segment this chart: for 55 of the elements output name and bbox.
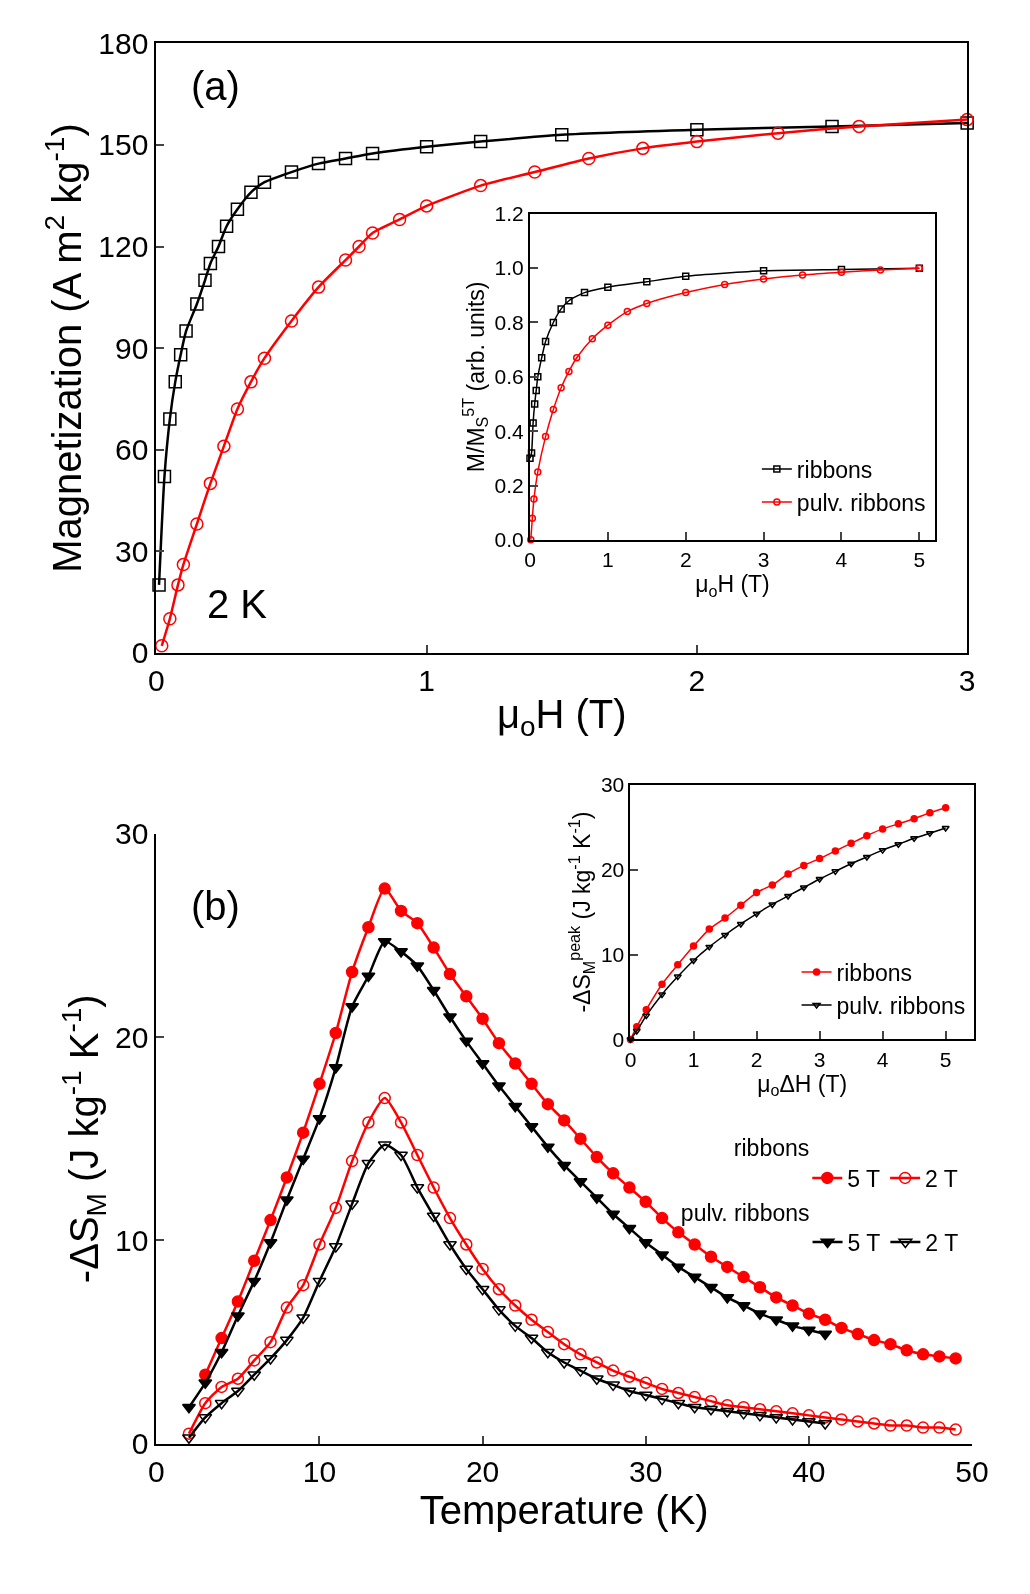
x-tick-label: 30 xyxy=(629,1454,663,1488)
y-tick-label: 60 xyxy=(114,433,149,467)
legend-label: 5 T xyxy=(847,1229,881,1256)
x-tick-label: 2 xyxy=(750,1047,763,1071)
y-tick-label: 20 xyxy=(600,858,625,882)
x-tick-label: 2 xyxy=(688,663,706,697)
x-tick-label: 1 xyxy=(687,1047,700,1071)
legend-label: ribbons xyxy=(836,960,913,987)
y-tick-label: 1.2 xyxy=(494,202,524,226)
y-tick-label: 0.2 xyxy=(494,473,524,497)
x-tick-label: 2 xyxy=(679,548,692,572)
text: ribbons xyxy=(733,1135,810,1162)
x-tick-label: 50 xyxy=(955,1454,989,1488)
x-tick-label: 4 xyxy=(835,548,848,572)
x-tick-label: 1 xyxy=(602,548,614,572)
x-tick-label: 10 xyxy=(302,1454,337,1488)
x-tick-label: 1 xyxy=(418,663,435,697)
x-tick-label: 3 xyxy=(813,1047,826,1071)
x-axis-title: Temperature (K) xyxy=(419,1487,709,1532)
legend-label: pulv. ribbons xyxy=(836,992,966,1019)
y-tick-label: 30 xyxy=(600,773,625,797)
y-tick-label: 0.8 xyxy=(494,310,524,334)
annotation: (a) xyxy=(191,64,240,108)
y-tick-label: 10 xyxy=(600,942,625,966)
x-tick-label: 3 xyxy=(958,663,976,697)
y-tick-label: 0 xyxy=(131,1427,149,1461)
y-tick-label: 0 xyxy=(612,1027,625,1051)
y-tick-label: 0 xyxy=(131,636,149,670)
x-axis-title: μ$_{o}$ΔH (T) xyxy=(757,1070,848,1100)
y-tick-label: 1.0 xyxy=(494,256,524,280)
x-axis-title: μ$_{o}$H (T) xyxy=(496,691,627,742)
x-tick-label: 3 xyxy=(757,548,770,572)
y-tick-label: 0.6 xyxy=(494,365,524,389)
y-tick-label: 10 xyxy=(114,1223,149,1257)
annotation: 2 K xyxy=(207,582,268,626)
y-tick-label: 120 xyxy=(98,230,149,263)
x-axis-title: μ$_{o}$H (T) xyxy=(695,571,770,600)
x-tick-label: 5 xyxy=(939,1047,952,1071)
x-tick-label: 5 xyxy=(913,548,926,572)
legend-label: 2 T xyxy=(925,1229,959,1256)
annotation: (b) xyxy=(191,884,240,928)
x-tick-label: 40 xyxy=(792,1454,826,1488)
legend-label: ribbons xyxy=(796,456,873,483)
y-tick-label: 180 xyxy=(98,26,149,60)
x-tick-label: 4 xyxy=(876,1047,889,1071)
text: pulv. ribbons xyxy=(680,1199,810,1226)
y-tick-label: 0.4 xyxy=(494,419,525,443)
legend-label: pulv. ribbons xyxy=(796,489,926,516)
y-tick-label: 90 xyxy=(114,331,149,365)
legend-label: 2 T xyxy=(925,1165,958,1192)
legend-label: 5 T xyxy=(847,1165,881,1192)
y-tick-label: 150 xyxy=(98,128,149,162)
y-tick-label: 30 xyxy=(114,817,149,851)
x-tick-label: 20 xyxy=(465,1454,500,1488)
y-tick-label: 0.0 xyxy=(494,528,524,552)
